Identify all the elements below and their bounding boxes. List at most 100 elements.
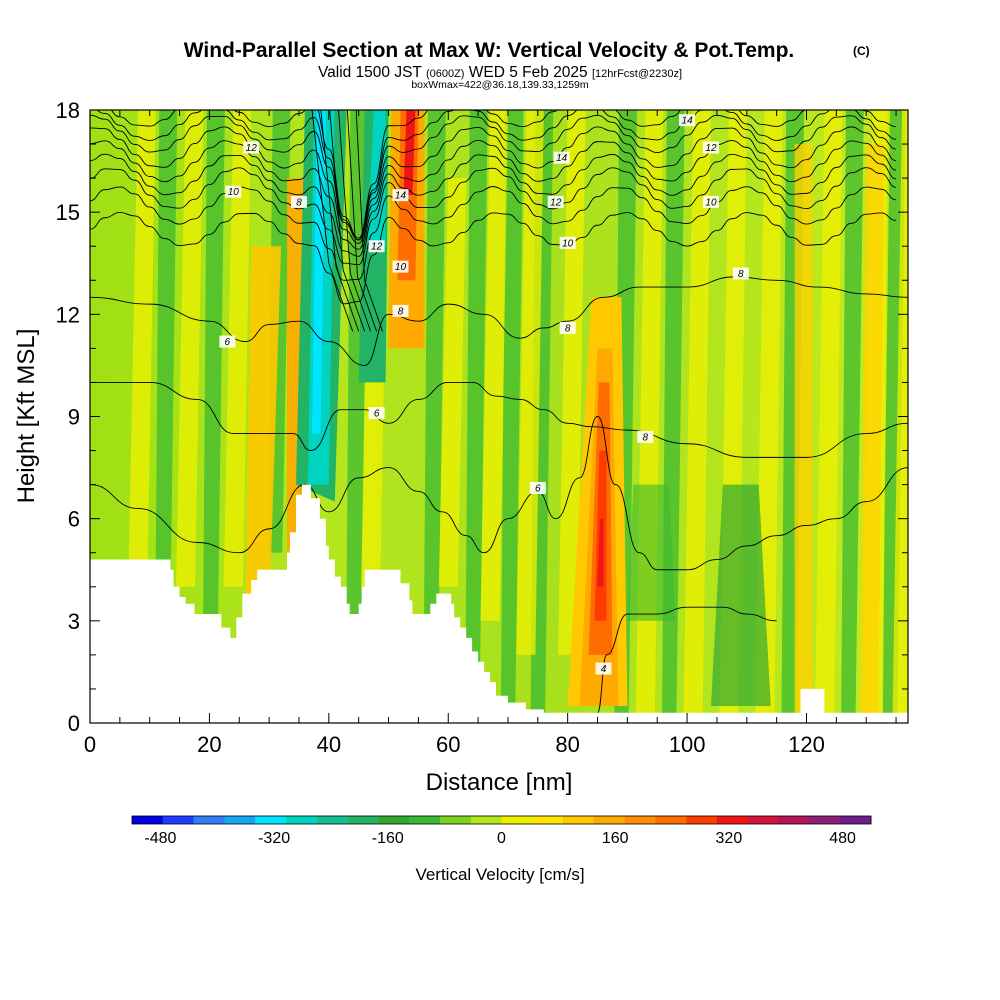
downdraft-band [500,110,524,723]
y-axis-label: Height [Kft MSL] [13,329,40,504]
contour-label: 14 [556,153,568,164]
x-tick-label: 20 [197,732,221,757]
colorbar-tick-label: 480 [829,830,856,847]
x-tick-label: 80 [555,732,579,757]
theta-contour-upper [90,211,897,305]
theta-contour-steep [329,110,366,332]
downdraft-band [711,484,771,706]
contour-label-bg [702,141,719,154]
downdraft-core [312,110,326,434]
colorbar-swatch [470,816,502,824]
theta-contour-8 [90,381,908,458]
contour-label-bg [243,141,260,154]
x-axis-label: Distance [nm] [426,769,573,796]
colorbar-swatch [378,816,410,824]
downdraft-band [202,110,225,723]
x-tick-label: 100 [669,732,706,757]
contour-label-bg [392,260,409,273]
contour-label-bg [547,195,564,208]
colorbar-label: Vertical Velocity [cm/s] [415,865,584,884]
contour-label: 8 [296,197,302,208]
colorbar-swatch [563,816,595,824]
colorbar-swatch [624,816,656,824]
contour-label: 12 [705,143,717,154]
contour-label-bg [637,430,654,443]
contour-label-bg [392,189,409,202]
contour-label: 10 [705,197,717,208]
colorbar-swatch [255,816,287,824]
contour-label: 12 [246,143,258,154]
x-tick-label: 0 [84,732,96,757]
updraft-band [480,110,508,621]
updraft-band [814,110,843,723]
contour-labels: 4 6 6 6 8 8 8 8 8 10 10 10 10 12 12 12 12 14 14 14 [219,114,749,675]
contour-label-bg [219,335,236,348]
downdraft-band [465,110,488,723]
colorbar-tick-label: 160 [602,830,629,847]
theta-contour-upper [90,140,897,250]
y-tick-label: 3 [68,609,80,634]
updraft-band [516,110,544,655]
y-tick-label: 9 [68,405,80,430]
y-tick-label: 0 [68,711,80,736]
y-tick-label: 12 [56,302,80,327]
updraft-band [223,110,252,587]
contour-label-bg [225,185,242,198]
x-tick-label: 40 [317,732,341,757]
contour-label: 8 [643,432,649,443]
updraft-core [597,518,604,587]
theta-contours [90,110,908,714]
colorbar-swatch [809,816,841,824]
theta-contour-upper [90,167,897,266]
contour-label: 6 [535,484,541,495]
x-tick-label: 60 [436,732,460,757]
colorbar-swatch [347,816,379,824]
y-tick-label: 15 [56,200,80,225]
colorbar-swatch [285,816,318,824]
colorbar: -480 -320 -160 0 160 320 480 [131,815,872,847]
contour-label: 6 [374,409,380,420]
contour-label: 10 [395,262,407,273]
colorbar-swatch [655,816,687,824]
terrain [90,484,908,723]
colorbar-tick-label: -480 [144,830,176,847]
contour-label: 8 [565,323,571,334]
subtitle-utc: (0600Z) [426,68,465,80]
theta-contour-upper [110,110,897,239]
title-mark: (C) [853,44,870,58]
theta-contour-steep [355,110,383,332]
theta-contour-steep [320,110,360,332]
contour-label: 8 [738,269,744,280]
chart-subtitle: Valid 1500 JST (0600Z) WED 5 Feb 2025 [1… [318,64,682,81]
colorbar-swatch [224,816,256,824]
downdraft-band [841,110,864,723]
colorbar-swatch [747,816,780,824]
colorbar-swatch [193,816,225,824]
subtitle-valid: Valid 1500 JST [318,64,422,81]
contour-label-bg [679,114,696,127]
theta-contour-steep [338,110,372,332]
subtitle-forecast: [12hrFcst@2230z] [592,68,682,80]
subtitle-date: WED 5 Feb 2025 [469,64,588,81]
chart-title: Wind-Parallel Section at Max W: Vertical… [184,39,795,62]
contour-label-bg [290,195,307,208]
contour-label-bg [559,236,576,249]
contour-label-bg [595,662,612,675]
theta-contour-upper [90,114,897,241]
contour-label: 14 [682,116,694,127]
updraft-band [176,110,204,587]
colorbar-swatch [840,816,872,824]
colorbar-tick-label: 0 [497,830,506,847]
contour-label-bg [368,407,385,420]
colorbar-swatch [132,816,164,824]
colorbar-swatch [439,816,472,824]
contour-label: 4 [601,664,607,675]
contour-label-bg [702,195,719,208]
theta-contour-upper [90,153,897,257]
y-axis: 0 3 6 9 12 15 18 [56,98,908,736]
contour-label: 12 [550,197,562,208]
y-tick-label: 6 [68,507,80,532]
chart-subtitle-box: boxWmax=422@36.18,139.33,1259m [411,79,589,91]
colorbar-swatch [593,816,626,824]
